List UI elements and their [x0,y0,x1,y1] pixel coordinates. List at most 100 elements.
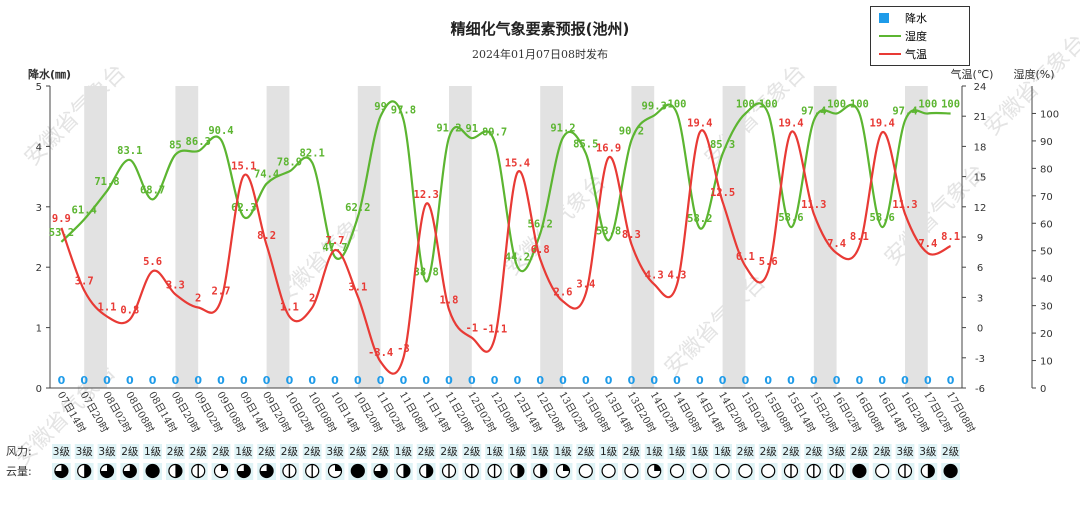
temperature-data-label: 5.6 [143,256,162,268]
wind-value: 1级 [600,446,618,458]
legend-item-temperature[interactable]: 气温 [879,47,927,61]
humidity-data-label: 99 [374,101,387,113]
temperature-data-label: 8.2 [257,230,276,242]
humidity-data-label: 97.4 [801,106,826,118]
precip-data-label: 0 [810,374,818,387]
wind-value: 1级 [691,446,709,458]
cloud-fill [123,464,137,478]
humidity-line [60,100,951,283]
cloud-cover-icon [715,463,730,479]
shaded-column [175,86,199,388]
cloud-fill [426,464,433,478]
cloud-cover-icon [373,463,388,479]
wind-value: 2级 [942,446,960,458]
precip-data-label: 0 [742,374,750,387]
precip-data-label: 0 [286,374,294,387]
wind-value: 3级 [53,446,71,458]
shaded-column [84,86,107,388]
precip-data-label: 0 [764,374,772,387]
wind-cell-bg [599,444,618,459]
cloud-cover-icon [783,463,799,479]
chart-title: 精细化气象要素预报(池州) [450,20,630,38]
wind-value: 2级 [167,446,185,458]
wind-value: 2级 [623,446,641,458]
cloud-circle [601,463,616,479]
cloud-fill [944,464,958,478]
legend-item-precip[interactable]: 降水 [879,11,927,25]
cloud-fill [927,464,935,478]
cloud-circle [738,463,753,479]
wind-cell-bg [576,444,596,459]
temperature-data-label: 11.3 [801,199,826,211]
humidity-tick-label: 40 [1040,274,1053,285]
wind-value: 2级 [258,446,276,458]
temperature-data-label: 19.4 [870,117,895,129]
humidity-data-label: 91.2 [436,123,461,135]
precip-data-label: 0 [80,374,88,387]
temp-tick-label: 0 [977,324,983,335]
humidity-tick-label: 70 [1040,192,1053,203]
legend-item-humidity[interactable]: 湿度 [879,29,927,43]
humidity-data-label: 90.2 [619,125,644,137]
cloud-fill [335,464,342,471]
temp-tick-label: 18 [974,142,987,153]
temp-tick-label: 9 [977,233,983,244]
humidity-data-label: 91 [465,123,478,135]
precip-data-label: 0 [856,374,864,387]
shaded-column [449,86,472,388]
temperature-data-label: 3.4 [576,278,595,290]
wind-value: 1级 [554,446,572,458]
humidity-data-label: 68.7 [140,184,165,196]
temp-tick-label: 24 [974,82,987,93]
cloud-cover-icon [533,463,548,479]
wind-cell-bg [348,444,368,459]
temp-tick-label: 12 [974,203,987,214]
wind-value: 2级 [349,446,367,458]
wind-cell-bg [553,444,573,459]
precip-data-label: 0 [878,374,886,387]
temp-axis-title: 气温(℃) [951,67,994,81]
temperature-data-label: 16.9 [596,142,621,154]
left-tick-label: 2 [36,263,42,274]
wind-cell-bg [804,444,824,459]
precip-data-label: 0 [240,374,248,387]
legend-line-icon [879,30,901,42]
temperature-data-label: 15.1 [231,161,256,173]
cloud-fill [540,464,547,478]
temperature-data-label: -1.1 [482,324,507,336]
temperature-data-label: -3 [397,343,410,355]
humidity-data-label: 100 [850,98,869,110]
humidity-tick-label: 100 [1040,109,1059,120]
humidity-tick-label: 80 [1040,164,1053,175]
left-tick-label: 0 [36,384,42,395]
cloud-row-label: 云量: [6,465,32,478]
wind-cell-bg [713,444,732,459]
wind-cell-bg [781,444,801,459]
cloud-fill [260,464,274,478]
temperature-data-label: 12.5 [710,187,735,199]
cloud-cover-icon [396,463,411,479]
cloud-circle [669,463,685,479]
precip-data-label: 0 [514,374,522,387]
wind-cell-bg [325,444,345,459]
cloud-fill [175,464,182,478]
wind-value: 1级 [395,446,413,458]
wind-value: 1级 [235,446,253,458]
legend-label: 湿度 [905,30,927,43]
wind-value: 2级 [281,446,299,458]
precip-data-label: 0 [673,374,681,387]
cloud-circle [624,463,639,479]
humidity-data-label: 83.1 [117,145,142,157]
cloud-cover-icon [943,463,958,479]
cloud-cover-icon [669,463,685,479]
precip-data-label: 0 [194,374,202,387]
cloud-circle [715,463,730,479]
wind-cell-bg [439,444,459,459]
temperature-data-label: -3.4 [368,347,393,359]
wind-cell-bg [257,444,276,459]
wind-value: 3级 [896,446,914,458]
temperature-data-label: 15.4 [505,158,530,170]
wind-cell-bg [850,444,869,459]
temp-tick-label: -6 [975,384,985,395]
